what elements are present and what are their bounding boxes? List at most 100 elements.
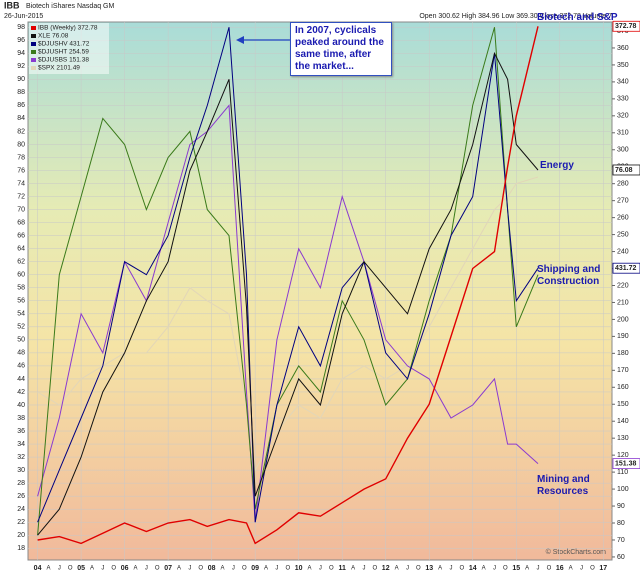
y-tick-label: 70: [17, 206, 25, 213]
x-tick-label: 12: [382, 565, 390, 572]
y-tick-label: 36: [17, 428, 25, 435]
y-tick-label: 32: [17, 454, 25, 461]
y-tick-label: 82: [17, 128, 25, 135]
y-tick-label: 52: [17, 324, 25, 331]
y2-tick-label: 70: [617, 537, 625, 544]
y-tick-label: 88: [17, 89, 25, 96]
series-line: [37, 27, 539, 536]
x-month-label: O: [590, 566, 595, 572]
y-tick-label: 24: [17, 506, 25, 513]
annotation: Mining and Resources: [537, 474, 590, 497]
x-month-label: A: [395, 566, 399, 572]
y-tick-label: 54: [17, 311, 25, 318]
y-tick-label: 92: [17, 63, 25, 70]
plot-area: [27, 21, 613, 561]
legend-label: $DJUSBS 151.38: [38, 57, 89, 64]
chart-title: IBB: [4, 0, 20, 10]
y-tick-label: 50: [17, 337, 25, 344]
x-month-label: A: [264, 566, 268, 572]
x-month-label: J: [580, 566, 583, 572]
legend-swatch: [31, 58, 36, 62]
x-tick-label: 07: [164, 565, 172, 572]
x-month-label: J: [319, 566, 322, 572]
legend-label: $SPX 2101.49: [38, 65, 80, 72]
y-tick-label: 74: [17, 180, 25, 187]
y2-tick-label: 190: [617, 333, 629, 340]
y2-tick-label: 350: [617, 62, 629, 69]
y-tick-label: 22: [17, 519, 25, 526]
end-label: 372.78: [615, 23, 637, 30]
x-month-label: A: [46, 566, 50, 572]
legend-label: $DJUSHT 254.59: [38, 49, 89, 56]
x-month-label: A: [351, 566, 355, 572]
x-month-label: J: [275, 566, 278, 572]
y-tick-label: 46: [17, 363, 25, 370]
y-tick-label: 64: [17, 246, 25, 253]
x-month-label: O: [547, 566, 552, 572]
y2-tick-label: 120: [617, 452, 629, 459]
x-month-label: O: [198, 566, 203, 572]
x-month-label: A: [177, 566, 181, 572]
y2-tick-label: 360: [617, 45, 629, 52]
y-tick-label: 72: [17, 193, 25, 200]
series-line: [37, 51, 539, 536]
y-tick-label: 60: [17, 272, 25, 279]
y-tick-label: 34: [17, 441, 25, 448]
x-tick-label: 17: [599, 565, 607, 572]
y-tick-label: 80: [17, 141, 25, 148]
x-month-label: O: [111, 566, 116, 572]
y-tick-label: 76: [17, 167, 25, 174]
y2-tick-label: 160: [617, 384, 629, 391]
end-label-box: [612, 458, 640, 470]
y-tick-label: 30: [17, 467, 25, 474]
y2-tick-label: 340: [617, 79, 629, 86]
quote: Open 300.62 High 384.96 Low 369.30 Close…: [419, 13, 612, 20]
x-tick-label: 06: [121, 565, 129, 572]
y2-tick-label: 80: [617, 520, 625, 527]
y2-tick-label: 250: [617, 231, 629, 238]
legend-label: IBB (Weekly) 372.78: [38, 25, 98, 32]
y2-tick-label: 310: [617, 130, 629, 137]
end-label-box: [612, 262, 640, 274]
y2-tick-label: 180: [617, 350, 629, 357]
y2-tick-label: 220: [617, 282, 629, 289]
annotation: Shipping and Construction: [537, 264, 601, 287]
y-tick-label: 58: [17, 285, 25, 292]
y-tick-label: 62: [17, 259, 25, 266]
legend-box: [29, 23, 109, 74]
y-tick-label: 78: [17, 154, 25, 161]
x-month-label: O: [329, 566, 334, 572]
annotation: Energy: [540, 160, 574, 171]
x-month-label: O: [372, 566, 377, 572]
x-tick-label: 13: [425, 565, 433, 572]
x-month-label: A: [90, 566, 94, 572]
credit: © StockCharts.com: [546, 548, 607, 556]
y2-tick-label: 100: [617, 486, 629, 493]
y-tick-label: 98: [17, 24, 25, 31]
y-tick-label: 68: [17, 219, 25, 226]
end-label: 151.38: [615, 460, 637, 467]
series-line: [37, 27, 539, 523]
x-month-label: A: [308, 566, 312, 572]
legend-swatch: [31, 42, 36, 46]
y-tick-label: 56: [17, 298, 25, 305]
x-month-label: O: [242, 566, 247, 572]
x-tick-label: 10: [295, 565, 303, 572]
x-tick-label: 08: [208, 565, 216, 572]
x-month-label: J: [493, 566, 496, 572]
y-tick-label: 26: [17, 493, 25, 500]
annotation: In 2007, cyclicals peaked around the sam…: [290, 22, 392, 76]
y-tick-label: 28: [17, 480, 25, 487]
x-month-label: O: [155, 566, 160, 572]
legend-label: XLE 76.08: [38, 33, 69, 40]
y2-tick-label: 130: [617, 435, 629, 442]
y-tick-label: 18: [17, 545, 25, 552]
x-month-label: A: [438, 566, 442, 572]
y2-tick-label: 140: [617, 418, 629, 425]
x-month-label: A: [133, 566, 137, 572]
x-month-label: A: [525, 566, 529, 572]
x-tick-label: 09: [251, 565, 259, 572]
y2-tick-label: 210: [617, 299, 629, 306]
y2-tick-label: 90: [617, 503, 625, 510]
x-tick-label: 15: [512, 565, 520, 572]
